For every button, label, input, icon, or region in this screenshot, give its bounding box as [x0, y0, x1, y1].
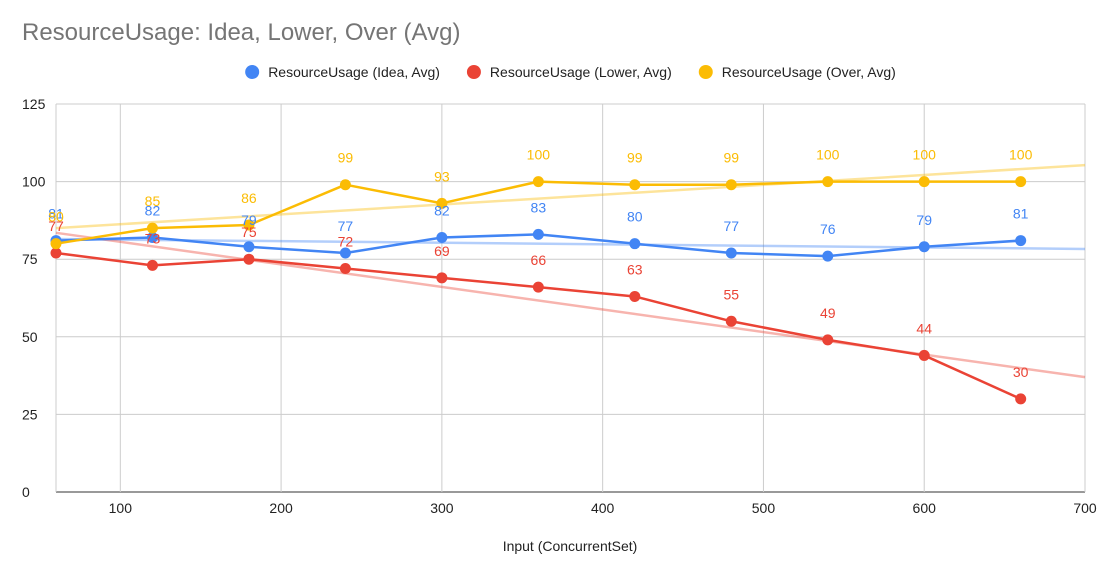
data-label: 100 — [1009, 147, 1033, 163]
data-label: 81 — [48, 206, 64, 222]
data-point — [1015, 176, 1027, 188]
data-point — [146, 222, 158, 234]
legend-item: ResourceUsage (Lower, Avg) — [466, 64, 672, 80]
data-label: 79 — [916, 212, 932, 228]
legend-item: ResourceUsage (Idea, Avg) — [245, 64, 440, 80]
data-label: 30 — [1013, 364, 1029, 380]
data-point — [725, 247, 737, 259]
data-label: 77 — [48, 218, 64, 234]
trendlines — [55, 163, 1086, 379]
x-axis-label: Input (ConcurrentSet) — [503, 538, 638, 554]
data-label: 83 — [531, 199, 547, 215]
y-tick-label: 125 — [22, 96, 46, 112]
legend-item: ResourceUsage (Over, Avg) — [698, 64, 896, 80]
data-label: 85 — [145, 193, 161, 209]
x-tick-label: 100 — [109, 500, 133, 516]
y-tick-label: 75 — [22, 251, 38, 267]
data-point — [532, 281, 544, 293]
chart-title: ResourceUsage: Idea, Lower, Over (Avg) — [22, 19, 460, 46]
data-point — [918, 176, 930, 188]
data-label: 77 — [723, 218, 739, 234]
data-point — [822, 250, 834, 262]
data-point — [243, 219, 255, 231]
data-point — [532, 228, 544, 240]
x-tick-label: 200 — [269, 500, 293, 516]
x-tick-label: 300 — [430, 500, 454, 516]
trendline — [55, 231, 1086, 379]
series-lines — [50, 176, 1027, 405]
trendline — [55, 163, 1086, 230]
data-label: 93 — [434, 168, 450, 184]
data-label: 100 — [913, 147, 937, 163]
data-label: 77 — [338, 218, 354, 234]
data-label: 66 — [531, 252, 547, 268]
data-point — [146, 259, 158, 271]
data-label: 63 — [627, 261, 643, 277]
x-tick-label: 700 — [1073, 500, 1097, 516]
data-label: 99 — [723, 150, 739, 166]
data-label: 55 — [723, 286, 739, 302]
data-point — [822, 334, 834, 346]
data-label: 69 — [434, 243, 450, 259]
legend-marker — [698, 65, 713, 79]
data-label: 86 — [241, 190, 257, 206]
y-tick-label: 25 — [22, 406, 38, 422]
data-label: 81 — [1013, 206, 1029, 222]
data-label: 72 — [338, 234, 354, 250]
axis-ticks: 0 25 50 75 100 125 100 200 300 400 500 600 700 — [22, 96, 1097, 516]
data-point — [50, 238, 62, 250]
data-label: 99 — [627, 150, 643, 166]
data-point — [146, 231, 158, 243]
data-label: 82 — [145, 202, 161, 218]
data-label: 80 — [627, 209, 643, 225]
data-point — [725, 315, 737, 327]
data-point — [725, 179, 737, 191]
data-label: 75 — [241, 224, 257, 240]
legend-marker — [245, 65, 260, 79]
data-point — [532, 176, 544, 188]
data-label: 79 — [241, 212, 257, 228]
data-point — [339, 247, 351, 259]
data-label: 49 — [820, 305, 836, 321]
legend-label: ResourceUsage (Lower, Avg) — [490, 64, 672, 80]
legend: ResourceUsage (Idea, Avg) ResourceUsage (… — [245, 64, 896, 80]
data-point — [1015, 235, 1027, 247]
data-point — [339, 263, 351, 275]
data-label: 73 — [145, 230, 161, 246]
data-label: 99 — [338, 150, 354, 166]
data-label: 100 — [527, 147, 551, 163]
y-tick-label: 100 — [22, 174, 46, 190]
data-label: 100 — [816, 147, 840, 163]
legend-label: ResourceUsage (Over, Avg) — [722, 64, 896, 80]
legend-marker — [466, 65, 481, 79]
series-line — [55, 251, 1022, 401]
x-tick-label: 400 — [591, 500, 615, 516]
data-point — [243, 253, 255, 265]
data-point — [436, 197, 448, 209]
data-label: 44 — [916, 320, 932, 336]
data-label: 80 — [48, 209, 64, 225]
x-tick-label: 600 — [913, 500, 937, 516]
y-tick-label: 0 — [22, 484, 30, 500]
data-label: 82 — [434, 202, 450, 218]
data-point — [918, 349, 930, 361]
data-point — [1015, 393, 1027, 405]
x-tick-label: 500 — [752, 500, 776, 516]
data-point — [629, 238, 641, 250]
data-point — [436, 231, 448, 243]
legend-label: ResourceUsage (Idea, Avg) — [268, 64, 440, 80]
y-tick-label: 50 — [22, 329, 38, 345]
data-label: 76 — [820, 221, 836, 237]
data-point — [629, 290, 641, 302]
data-point — [629, 179, 641, 191]
data-point — [50, 247, 62, 259]
data-point — [918, 241, 930, 253]
data-point — [822, 176, 834, 188]
data-point — [339, 179, 351, 191]
data-point — [243, 241, 255, 253]
data-point — [436, 272, 448, 284]
